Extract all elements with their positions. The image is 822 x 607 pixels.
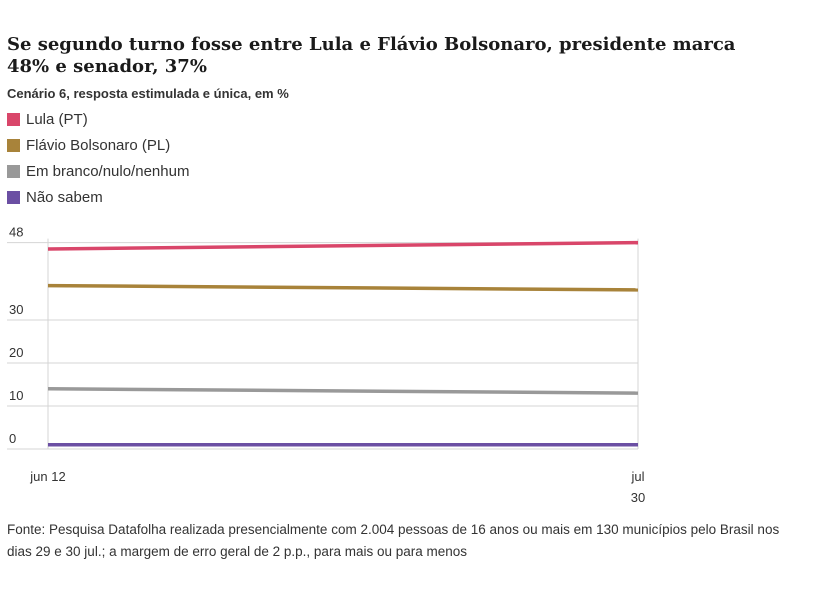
y-tick-label: 30 [9, 302, 23, 317]
legend-label: Em branco/nulo/nenhum [26, 162, 190, 180]
x-tick-label: jul [630, 469, 644, 484]
legend-item: Em branco/nulo/nenhum [7, 158, 189, 184]
series-line [47, 283, 639, 292]
y-tick-label: 10 [9, 388, 23, 403]
line-chart: 0 10 20 30 48 jun 12 jul 30 [7, 225, 645, 505]
chart-subtitle: Cenário 6, resposta estimulada e única, … [7, 86, 289, 101]
legend-item: Não sabem [7, 184, 189, 210]
legend-swatch [7, 112, 20, 126]
legend-label: Flávio Bolsonaro (PL) [26, 136, 171, 154]
legend-label: Não sabem [26, 188, 103, 206]
source-footnote: Fonte: Pesquisa Datafolha realizada pres… [7, 522, 780, 559]
legend-swatch [7, 138, 20, 152]
y-tick-label: 0 [9, 431, 16, 446]
series-line [47, 240, 639, 251]
y-tick-label: 48 [9, 225, 23, 240]
legend-item: Lula (PT) [7, 106, 189, 132]
legend: Lula (PT) Flávio Bolsonaro (PL) Em branco/… [7, 106, 189, 210]
legend-label: Lula (PT) [26, 110, 88, 128]
y-tick-label: 20 [9, 345, 23, 360]
legend-swatch [7, 190, 20, 204]
chart-title: Se segundo turno fosse entre Lula e Fláv… [7, 34, 736, 77]
x-tick-label: 30 [631, 490, 645, 505]
series-line [47, 387, 639, 395]
legend-item: Flávio Bolsonaro (PL) [7, 132, 189, 158]
legend-swatch [7, 164, 20, 178]
x-tick-label: jun 12 [29, 469, 65, 484]
